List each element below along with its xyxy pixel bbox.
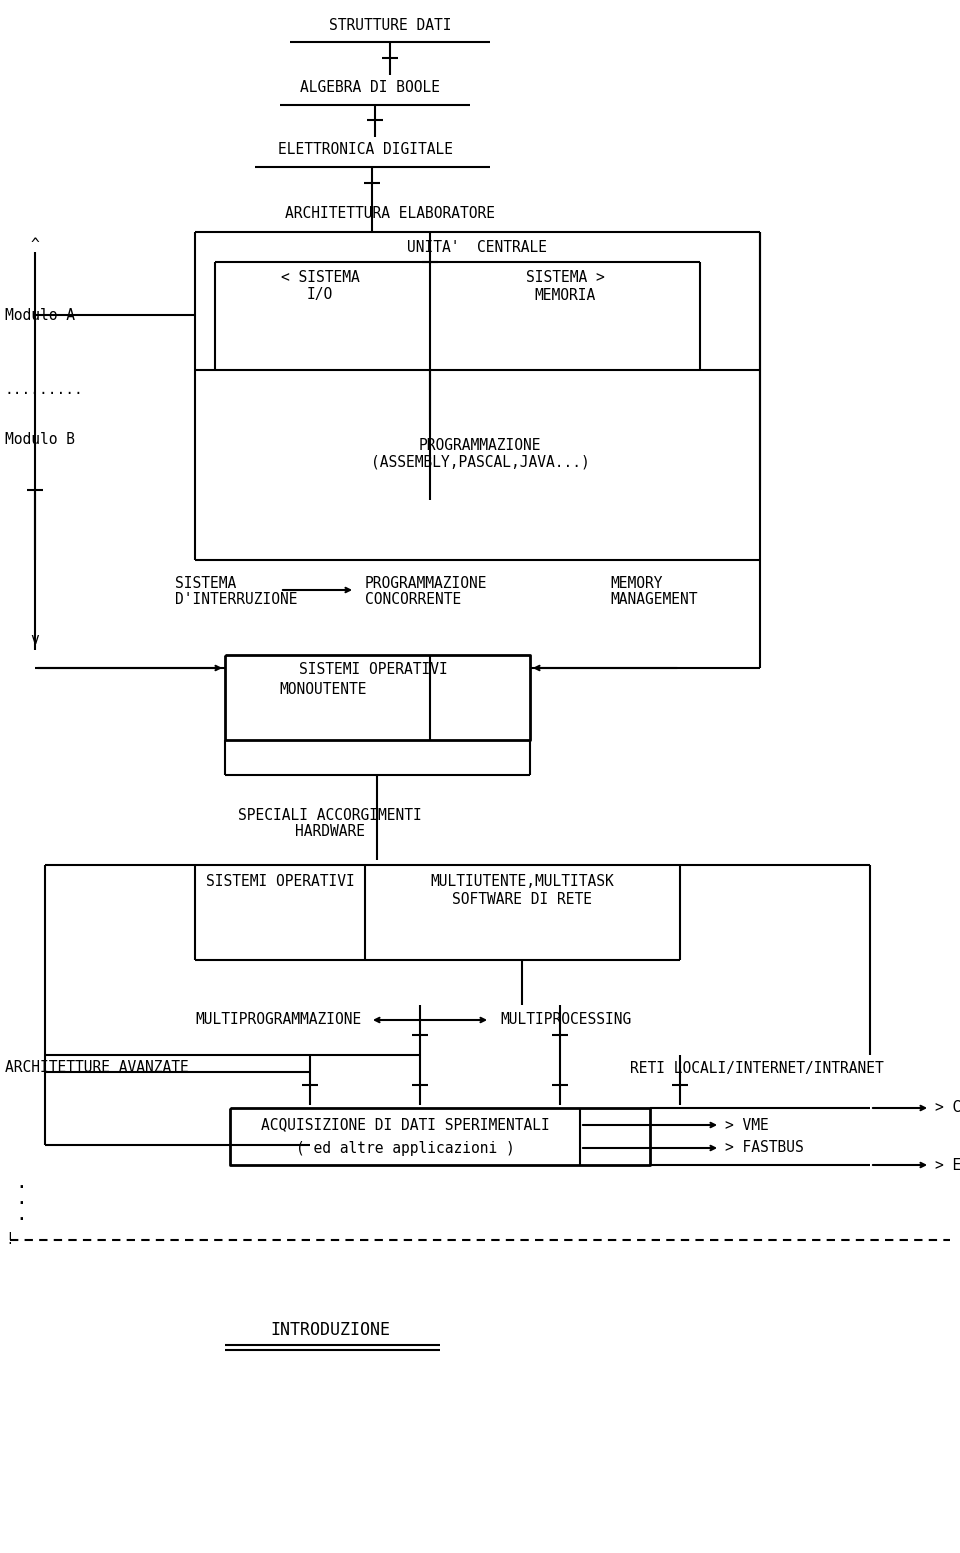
Text: ^: ^ [31, 238, 39, 253]
Text: v: v [31, 632, 39, 648]
Text: UNITA'  CENTRALE: UNITA' CENTRALE [407, 241, 547, 256]
Text: ( ed altre applicazioni ): ( ed altre applicazioni ) [296, 1140, 515, 1155]
Text: .: . [15, 1205, 27, 1224]
Text: MULTIPROCESSING: MULTIPROCESSING [500, 1013, 632, 1028]
Text: CONCORRENTE: CONCORRENTE [365, 593, 461, 607]
Text: SOFTWARE DI RETE: SOFTWARE DI RETE [452, 893, 592, 907]
Text: D'INTERRUZIONE: D'INTERRUZIONE [175, 593, 298, 607]
Text: HARDWARE: HARDWARE [295, 825, 365, 840]
Text: Modulo A: Modulo A [5, 307, 75, 323]
Text: RETI LOCALI/INTERNET/INTRANET: RETI LOCALI/INTERNET/INTRANET [630, 1061, 884, 1076]
Text: SISTEMI OPERATIVI: SISTEMI OPERATIVI [299, 663, 447, 677]
Text: MEMORY: MEMORY [610, 576, 662, 590]
Text: SPECIALI ACCORGIMENTI: SPECIALI ACCORGIMENTI [238, 808, 421, 823]
Text: ALGEBRA DI BOOLE: ALGEBRA DI BOOLE [300, 81, 440, 95]
Text: < SISTEMA: < SISTEMA [280, 270, 359, 284]
Text: SISTEMA: SISTEMA [175, 576, 236, 590]
Text: > ECC.: > ECC. [935, 1157, 960, 1173]
Text: SISTEMI OPERATIVI: SISTEMI OPERATIVI [205, 874, 354, 890]
Text: > FASTBUS: > FASTBUS [725, 1140, 804, 1155]
Text: MULTIUTENTE,MULTITASK: MULTIUTENTE,MULTITASK [430, 874, 613, 890]
Text: MANAGEMENT: MANAGEMENT [610, 593, 698, 607]
Text: ACQUISIZIONE DI DATI SPERIMENTALI: ACQUISIZIONE DI DATI SPERIMENTALI [260, 1118, 549, 1132]
Text: Modulo B: Modulo B [5, 432, 75, 447]
Text: PROGRAMMAZIONE: PROGRAMMAZIONE [419, 438, 541, 452]
Text: MONOUTENTE: MONOUTENTE [279, 682, 367, 697]
Text: (ASSEMBLY,PASCAL,JAVA...): (ASSEMBLY,PASCAL,JAVA...) [371, 455, 589, 469]
Text: > VME: > VME [725, 1118, 769, 1132]
Text: I/O: I/O [307, 287, 333, 303]
Text: MEMORIA: MEMORIA [535, 287, 595, 303]
Text: MULTIPROGRAMMAZIONE: MULTIPROGRAMMAZIONE [195, 1013, 361, 1028]
Text: ARCHITETTURE AVANZATE: ARCHITETTURE AVANZATE [5, 1061, 189, 1076]
Text: > CAMAC: > CAMAC [935, 1101, 960, 1115]
Text: STRUTTURE DATI: STRUTTURE DATI [328, 17, 451, 33]
Text: .: . [15, 1188, 27, 1208]
Text: INTRODUZIONE: INTRODUZIONE [270, 1322, 390, 1339]
Text: .: . [15, 1173, 27, 1191]
Text: SISTEMA >: SISTEMA > [526, 270, 605, 284]
Text: .........: ......... [5, 382, 84, 398]
Text: !: ! [5, 1233, 13, 1247]
Text: PROGRAMMAZIONE: PROGRAMMAZIONE [365, 576, 488, 590]
Text: ELETTRONICA DIGITALE: ELETTRONICA DIGITALE [277, 143, 452, 157]
Text: ARCHITETTURA ELABORATORE: ARCHITETTURA ELABORATORE [285, 205, 495, 221]
